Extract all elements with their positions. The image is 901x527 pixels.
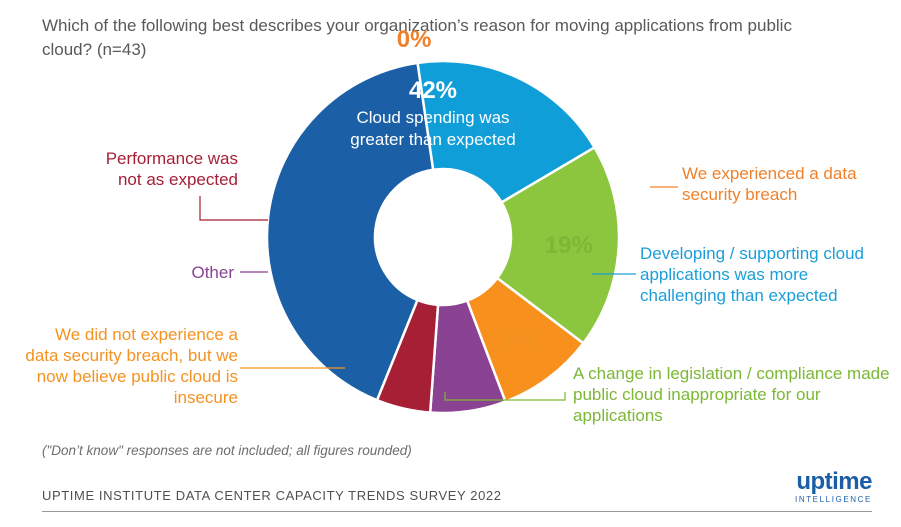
leader-line-legislation-compliance bbox=[444, 392, 566, 401]
value-label-public-cloud-insecure: 9% bbox=[501, 326, 536, 353]
source-line: UPTIME INSTITUTE DATA CENTER CAPACITY TR… bbox=[42, 488, 502, 503]
value-label-other: 7% bbox=[444, 350, 479, 377]
slice-legislation-compliance bbox=[495, 145, 621, 346]
legend-label-public-cloud-insecure: We did not experience a data security br… bbox=[25, 325, 238, 407]
legend-label-performance: Performance was not as expected bbox=[105, 149, 238, 189]
chart-title: Which of the following best describes yo… bbox=[42, 16, 792, 59]
slice-cloud-spending bbox=[265, 61, 435, 402]
value-label-performance: 5% bbox=[397, 348, 432, 375]
value-label-cloud-spending: 42% bbox=[409, 77, 457, 104]
leader-line-performance bbox=[199, 196, 268, 221]
slice-development-challenging bbox=[416, 59, 597, 205]
legend-label-security-breach: We experienced a data security breach bbox=[682, 164, 857, 204]
legend-label-legislation-compliance: A change in legislation / compliance mad… bbox=[573, 364, 890, 425]
value-label-legislation-compliance: 19% bbox=[545, 232, 593, 259]
category-label-cloud-spending-line-2: greater than expected bbox=[350, 130, 515, 149]
footer-divider bbox=[42, 511, 872, 512]
footnote: ("Don’t know" responses are not included… bbox=[42, 443, 412, 458]
slice-performance bbox=[375, 298, 440, 414]
value-label-development-challenging: 19% bbox=[473, 111, 521, 138]
uptime-logo: uptime INTELLIGENCE bbox=[760, 468, 873, 505]
value-label-security-breach: 0% bbox=[397, 26, 432, 53]
legend-label-development-challenging: Developing / supporting cloud applicatio… bbox=[640, 244, 864, 305]
legend-label-other: Other bbox=[191, 263, 234, 282]
category-label-cloud-spending-line-1: Cloud spending was bbox=[356, 108, 509, 127]
logo-subtitle: INTELLIGENCE bbox=[795, 495, 872, 504]
logo-wordmark: uptime bbox=[796, 468, 872, 495]
